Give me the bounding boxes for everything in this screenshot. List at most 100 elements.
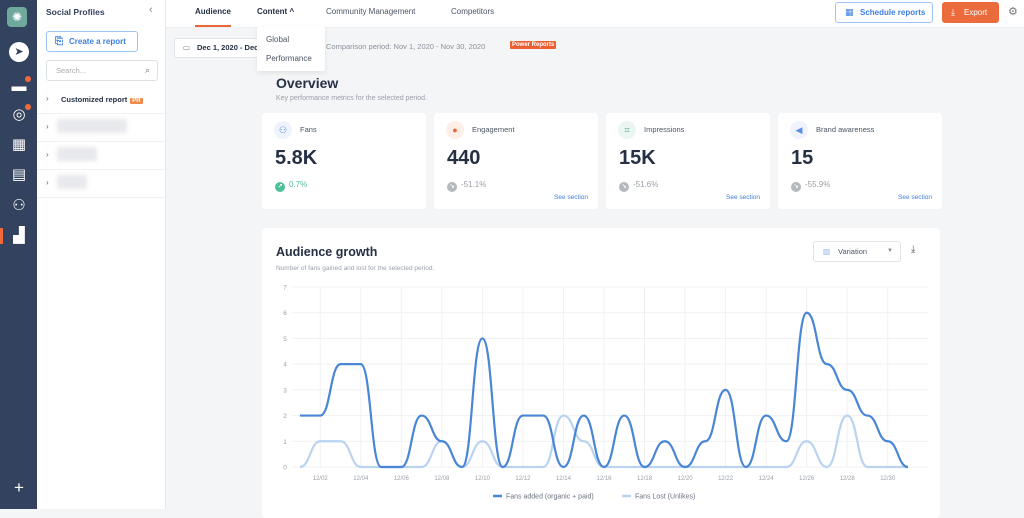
audience-growth-panel: Audience growth Number of fans gained an… (262, 228, 940, 518)
see-section-link[interactable]: See section (726, 194, 760, 201)
metric-value: 440 (447, 147, 481, 169)
metric-card-fans: ⚇ Fans 5.8K ↗ 0.7% (262, 113, 426, 209)
legend-label: Fans added (organic + paid) (506, 494, 594, 501)
planner-icon[interactable]: ▤ (11, 166, 27, 183)
metric-name: Brand awareness (816, 125, 875, 134)
x-tick-label: 12/30 (880, 476, 896, 482)
x-tick-label: 12/04 (353, 476, 369, 482)
chat-icon: ● (446, 121, 464, 139)
blurred-profile (57, 175, 87, 189)
gear-icon[interactable]: ⚙ (1008, 6, 1018, 18)
metric-change-value: -51.1% (461, 180, 487, 189)
view-select-value: Variation (838, 247, 868, 256)
frame-icon: ⌗ (618, 121, 636, 139)
metric-name: Fans (300, 125, 317, 134)
x-tick-label: 12/06 (394, 476, 410, 482)
arrow-down-icon: ↘ (791, 182, 801, 192)
overview-title: Overview (276, 75, 339, 91)
metric-value: 5.8K (275, 147, 318, 169)
metric-card-engagement: ● Engagement 440 ↘ -51.1% See section (434, 113, 598, 209)
view-select[interactable]: ▨ Variation ▼ (813, 241, 901, 262)
pr-badge: PR (130, 98, 143, 104)
customized-report-label: Customized report (61, 95, 128, 104)
arrow-up-icon: ↗ (275, 182, 285, 192)
metric-change: ↗ 0.7% (275, 180, 307, 192)
metric-name: Impressions (644, 125, 685, 134)
y-tick-label: 0 (283, 465, 287, 472)
y-tick-label: 6 (283, 310, 287, 317)
app-rail: ✺ ➤ ▬ ◎ ▦ ▤ ⚇ ▟ + (0, 0, 37, 509)
arrow-down-icon: ↘ (447, 182, 457, 192)
search-input[interactable]: Search... ⌕ (46, 60, 158, 81)
power-reports-badge: Power Reports (510, 41, 557, 49)
y-tick-label: 3 (283, 387, 287, 394)
listening-icon[interactable]: ◎ (9, 104, 31, 125)
x-tick-label: 12/24 (759, 476, 775, 482)
metric-change-value: 0.7% (289, 180, 308, 189)
see-section-link[interactable]: See section (898, 194, 932, 201)
sidebar: Social Profiles ‹ ⎘ Create a report Searc… (37, 0, 166, 509)
x-tick-label: 12/26 (799, 476, 815, 482)
search-placeholder: Search... (56, 66, 87, 75)
legend-label: Fans Lost (Unlikes) (635, 494, 695, 501)
comparison-period: Comparison period: Nov 1, 2020 - Nov 30,… (326, 42, 486, 51)
menu-item-performance[interactable]: Performance (266, 54, 312, 63)
tab-content[interactable]: Content ^ (257, 7, 295, 16)
sidebar-item-profile[interactable]: › (37, 170, 165, 198)
metric-card-brand-awareness: ◀ Brand awareness 15 ↘ -55.9% See section (778, 113, 942, 209)
tab-competitors[interactable]: Competitors (451, 7, 495, 16)
arrow-down-icon: ↘ (619, 182, 629, 192)
y-tick-label: 2 (283, 413, 287, 420)
x-tick-label: 12/12 (515, 476, 531, 482)
series-line (300, 311, 909, 469)
x-tick-label: 12/16 (596, 476, 612, 482)
calendar-icon: ▭ (183, 43, 191, 52)
metric-change-value: -55.9% (805, 180, 831, 189)
y-tick-label: 4 (283, 362, 287, 369)
collapse-icon[interactable]: ‹ (149, 4, 153, 16)
users-icon: ⚇ (274, 121, 292, 139)
download-icon: ⤓ (951, 7, 955, 17)
schedule-reports-button[interactable]: ▦ Schedule reports (835, 2, 933, 23)
date-range-picker[interactable]: ▭ Dec 1, 2020 - Dec 31, 2020 (174, 38, 266, 58)
x-tick-label: 12/02 (313, 476, 329, 482)
x-tick-label: 12/08 (434, 476, 450, 482)
sidebar-item-profile[interactable]: › (37, 142, 165, 170)
analytics-icon[interactable]: ▟ (13, 227, 25, 244)
see-section-link[interactable]: See section (554, 194, 588, 201)
calendar-icon[interactable]: ▦ (11, 136, 27, 153)
tab-community-management[interactable]: Community Management (326, 7, 416, 16)
download-icon[interactable]: ⤓ (911, 244, 916, 255)
team-icon[interactable]: ⚇ (12, 197, 26, 214)
x-tick-label: 12/28 (840, 476, 856, 482)
x-tick-label: 12/20 (678, 476, 694, 482)
chevron-right-icon: › (46, 94, 49, 103)
x-tick-label: 12/14 (556, 476, 572, 482)
app-logo-icon[interactable]: ✺ (7, 7, 27, 27)
blurred-profile (57, 147, 97, 161)
date-range-value: Dec 1, 2020 - Dec 31, 2020 (197, 43, 265, 52)
metric-name: Engagement (472, 125, 515, 134)
menu-item-global[interactable]: Global (266, 35, 290, 44)
y-tick-label: 5 (283, 336, 287, 343)
x-tick-label: 12/18 (637, 476, 653, 482)
y-tick-label: 1 (283, 439, 287, 446)
metric-value: 15K (619, 147, 656, 169)
metric-change-value: -51.6% (633, 180, 659, 189)
chevron-right-icon: › (46, 178, 49, 187)
schedule-label: Schedule reports (860, 8, 926, 17)
overview-subtitle: Key performance metrics for the selected… (276, 95, 427, 102)
inbox-icon[interactable]: ▬ (9, 76, 31, 97)
publish-icon[interactable]: ➤ (9, 42, 29, 62)
export-label: Export (964, 8, 988, 17)
export-button[interactable]: ⤓ Export (942, 2, 999, 23)
growth-subtitle: Number of fans gained and lost for the s… (276, 265, 435, 272)
sidebar-item-customized-report[interactable]: › Customized report PR (37, 86, 165, 114)
create-report-button[interactable]: ⎘ Create a report (46, 31, 138, 52)
content-dropdown-menu: Global Performance (257, 27, 325, 71)
sidebar-item-profile[interactable]: › (37, 114, 165, 142)
metric-value: 15 (791, 147, 814, 169)
y-tick-label: 7 (283, 285, 287, 292)
add-icon[interactable]: + (14, 478, 24, 497)
tab-audience[interactable]: Audience (195, 7, 232, 27)
